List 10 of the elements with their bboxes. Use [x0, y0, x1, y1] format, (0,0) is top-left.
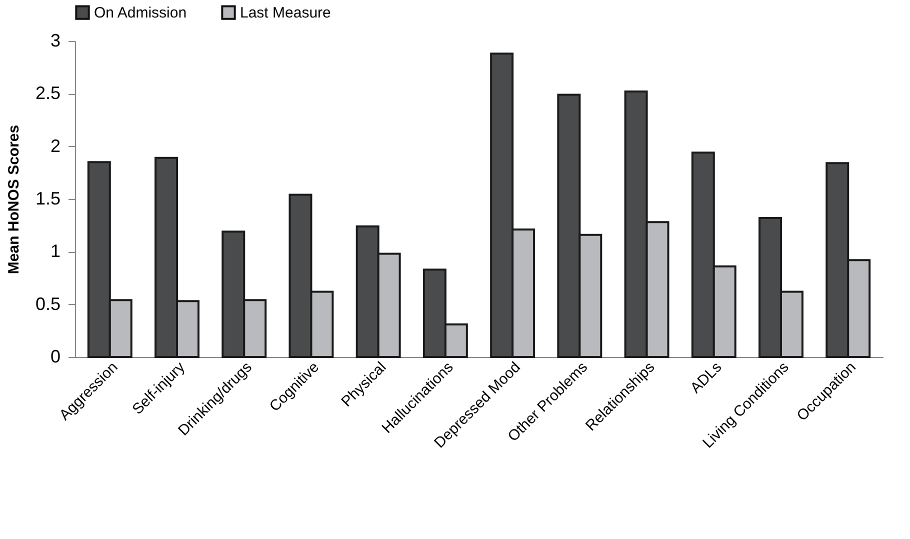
y-tick-label: 1.5: [35, 188, 60, 208]
y-tick-label: 2.5: [35, 83, 60, 104]
legend-label: Last Measure: [240, 4, 331, 22]
y-tick-label: 2: [50, 136, 60, 156]
y-tick-label: 0.5: [35, 294, 60, 314]
y-tick-label: 0: [50, 346, 60, 366]
y-tick-label: 1: [50, 241, 60, 262]
legend-label: On Admission: [94, 4, 187, 22]
y-tick-label: 3: [50, 30, 60, 50]
y-axis-title: Mean HoNOS Scores: [5, 124, 22, 274]
